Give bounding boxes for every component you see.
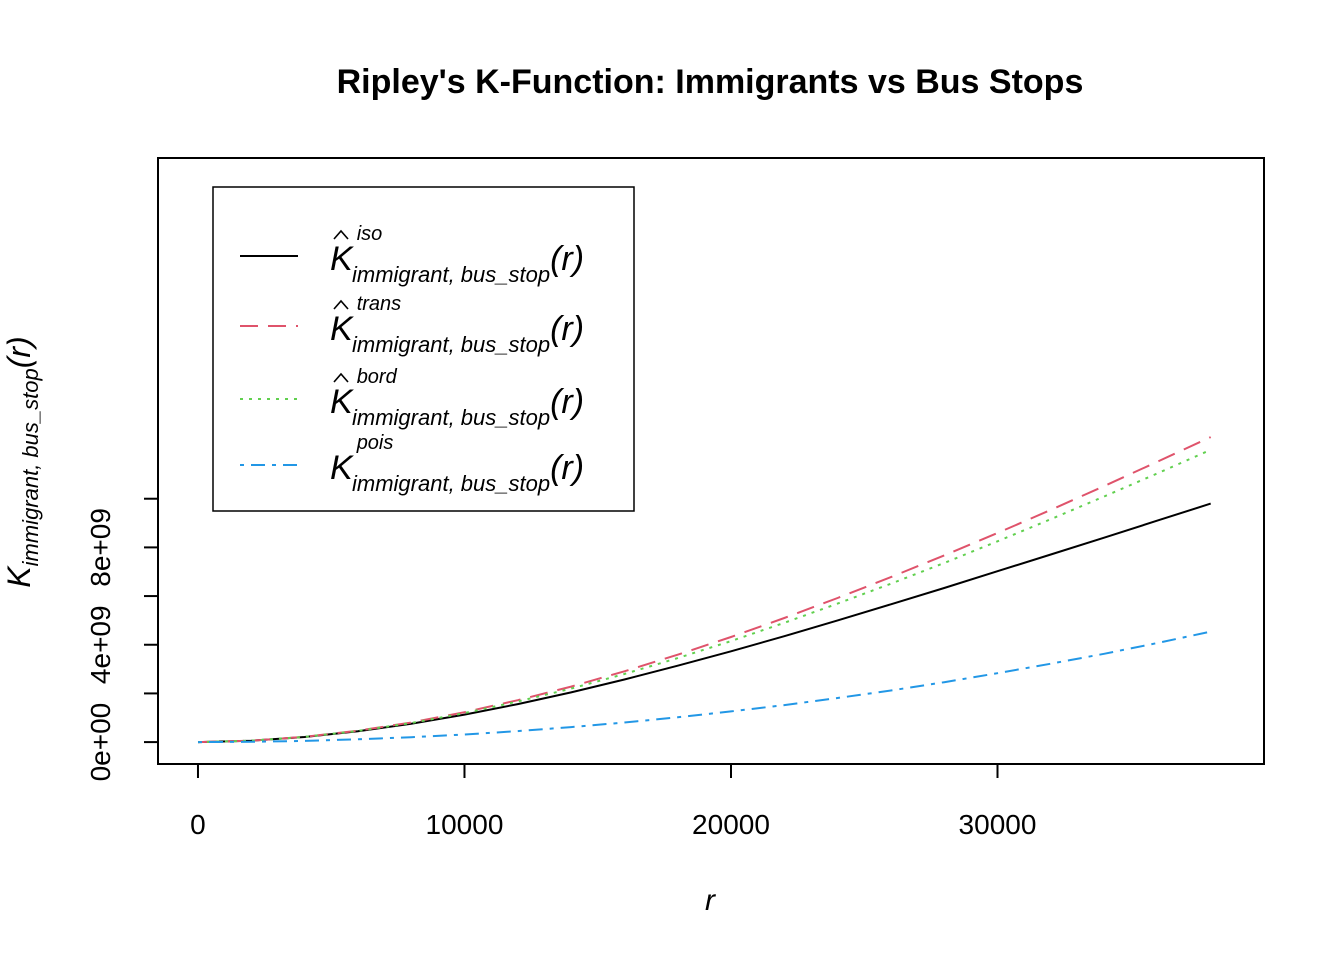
y-axis: 0e+00 4e+09 8e+09 — [85, 497, 159, 782]
chart-title: Ripley's K-Function: Immigrants vs Bus S… — [337, 63, 1084, 101]
legend-label-iso: Kiso immigrant, bus_stop(r) — [330, 223, 584, 287]
y-tick-label: 8e+09 — [85, 508, 116, 587]
legend-label-pois: Kpois immigrant, bus_stop(r) — [330, 432, 584, 496]
x-tick-label: 30000 — [959, 809, 1037, 840]
y-axis-label: Kimmigrant, bus_stop(r) — [1, 336, 43, 587]
y-tick-label: 4e+09 — [85, 605, 116, 684]
legend-hat-mark — [333, 229, 349, 240]
x-tick-label: 0 — [190, 809, 206, 840]
legend-label-trans: Ktrans immigrant, bus_stop(r) — [330, 293, 584, 357]
y-tick-label: 0e+00 — [85, 703, 116, 782]
x-tick-label: 10000 — [426, 809, 504, 840]
x-axis: 0 10000 20000 30000 — [190, 763, 1037, 840]
legend-hat-mark — [333, 299, 349, 310]
series-layer — [197, 436, 1212, 744]
legend: Kiso immigrant, bus_stop(r)Ktrans immigran… — [212, 186, 635, 512]
y-axis-label-base: K — [1, 565, 37, 588]
series-line-trans — [197, 436, 1212, 744]
legend-box — [212, 186, 635, 512]
series-line-iso — [197, 502, 1212, 744]
x-tick-label: 20000 — [692, 809, 770, 840]
y-axis-label-argument: (r) — [1, 336, 37, 368]
x-axis-label: r — [705, 884, 716, 917]
y-axis-label-subscript: immigrant, bus_stop — [18, 368, 43, 566]
legend-label-bord: Kbord immigrant, bus_stop(r) — [330, 366, 584, 430]
svg-text:Kimmigrant, bus_stop(r): Kimmigrant, bus_stop(r) — [1, 336, 43, 587]
legend-hat-mark — [333, 372, 349, 383]
series-line-pois — [197, 630, 1211, 744]
